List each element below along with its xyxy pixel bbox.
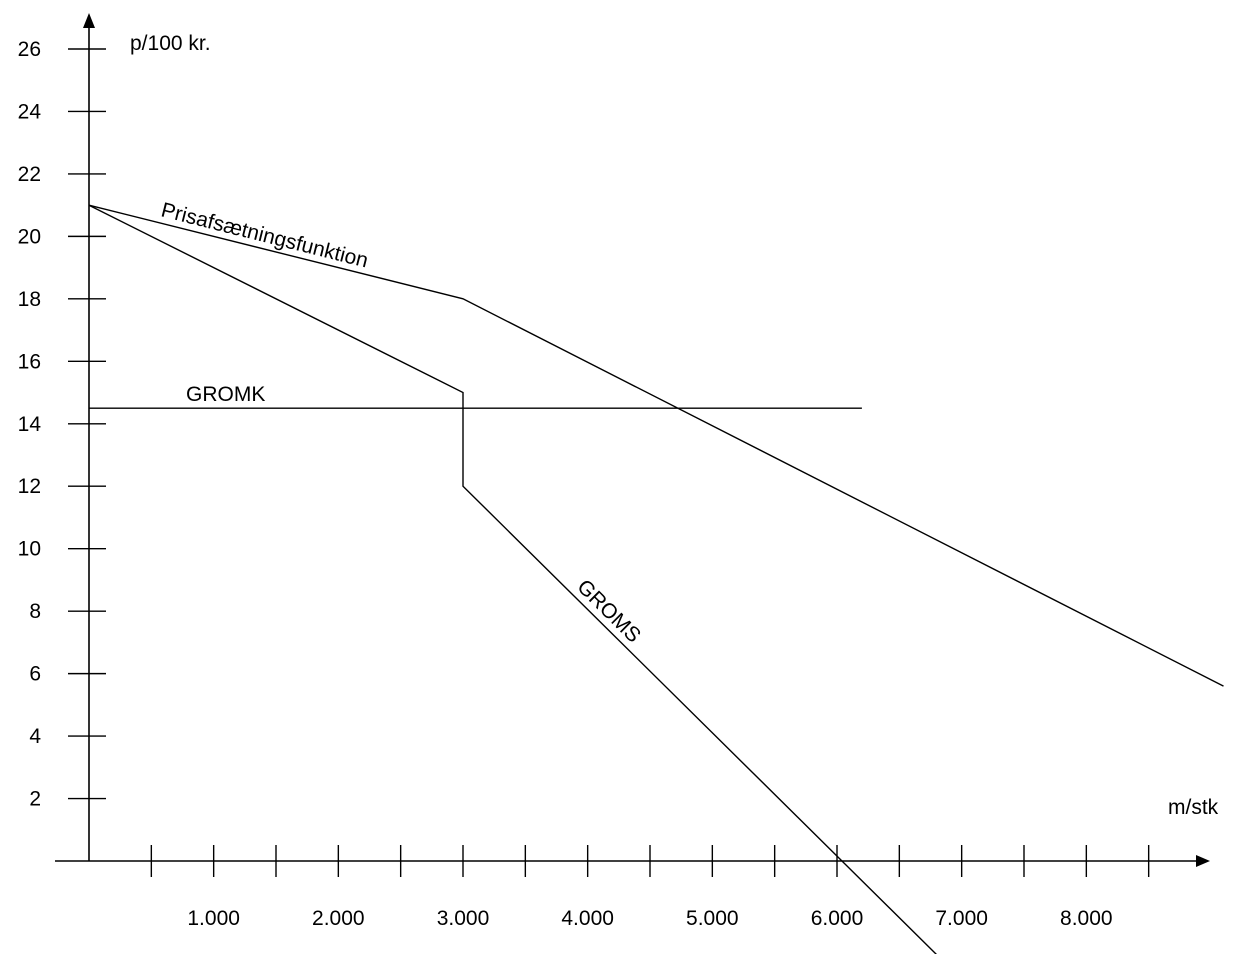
series-layer <box>88 204 1224 954</box>
x-tick-label: 6.000 <box>811 907 864 930</box>
y-tick-label: 26 <box>18 38 41 61</box>
y-tick-label: 6 <box>29 663 41 686</box>
x-tick-label: 4.000 <box>561 907 614 930</box>
y-tick-label: 20 <box>18 225 41 248</box>
series-line <box>88 204 1224 687</box>
y-tick-label: 16 <box>18 350 41 373</box>
series-line <box>88 204 937 954</box>
y-tick-label: 14 <box>18 413 42 436</box>
axes <box>55 13 1210 877</box>
x-tick-label: 8.000 <box>1060 907 1113 930</box>
labels-layer: 1.000 2.000 3.000 4.000 5.000 6.000 7.000 8.000… <box>18 38 1113 930</box>
y-tick-label: 2 <box>29 788 41 811</box>
y-tick-label: 8 <box>29 600 41 623</box>
y-tick-label: 12 <box>18 475 41 498</box>
x-tick-label: 2.000 <box>312 907 365 930</box>
y-tick-label: 24 <box>18 100 42 123</box>
y-axis-label: p/100 kr. <box>130 32 211 55</box>
x-axis-label: m/stk <box>1168 796 1219 819</box>
series-label: GROMK <box>186 383 265 406</box>
x-axis-arrow <box>1196 855 1210 867</box>
series-label: Prisafsætningsfunktion <box>159 199 371 273</box>
x-tick-label: 3.000 <box>437 907 490 930</box>
series-label: GROMS <box>572 575 645 647</box>
y-axis-arrow <box>83 13 95 28</box>
x-tick-label: 7.000 <box>935 907 988 930</box>
y-tick-label: 4 <box>29 725 41 748</box>
y-tick-label: 10 <box>18 538 41 561</box>
x-tick-label: 5.000 <box>686 907 739 930</box>
x-tick-label: 1.000 <box>187 907 240 930</box>
y-tick-label: 18 <box>18 288 41 311</box>
y-tick-label: 22 <box>18 163 41 186</box>
